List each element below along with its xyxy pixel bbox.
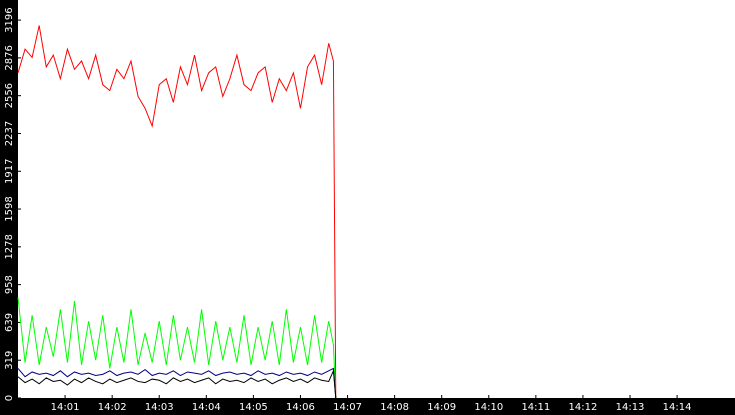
y-tick-label: 2556 bbox=[4, 83, 15, 108]
y-axis-strip bbox=[0, 0, 18, 415]
x-tick-label: 14:02 bbox=[98, 402, 127, 413]
series-line bbox=[17, 370, 337, 399]
x-tick-label: 14:06 bbox=[286, 402, 315, 413]
y-tick-label: 2237 bbox=[4, 121, 15, 146]
y-tick-label: 1278 bbox=[4, 234, 15, 259]
x-tick-label: 14:12 bbox=[569, 402, 598, 413]
x-tick-label: 14:14 bbox=[663, 402, 692, 413]
x-tick-label: 14:08 bbox=[380, 402, 409, 413]
x-tick-label: 14:01 bbox=[51, 402, 80, 413]
x-tick-label: 14:09 bbox=[427, 402, 456, 413]
x-tick-label: 14:13 bbox=[616, 402, 645, 413]
y-tick-label: 1917 bbox=[4, 159, 15, 184]
x-tick-label: 14:07 bbox=[333, 402, 362, 413]
series-line bbox=[17, 367, 337, 399]
x-tick-label: 14:04 bbox=[192, 402, 221, 413]
x-tick-label: 14:10 bbox=[474, 402, 503, 413]
y-tick-label: 319 bbox=[4, 351, 15, 370]
x-tick-label: 14:05 bbox=[239, 402, 268, 413]
y-tick-label: 639 bbox=[4, 313, 15, 332]
y-tick-label: 958 bbox=[4, 275, 15, 294]
y-tick-label: 3196 bbox=[4, 7, 15, 32]
y-tick-label: 1598 bbox=[4, 196, 15, 221]
x-tick-label: 14:03 bbox=[145, 402, 174, 413]
series-line bbox=[17, 25, 337, 399]
x-axis-strip bbox=[0, 398, 735, 415]
series-line bbox=[17, 297, 337, 399]
y-tick-label: 0 bbox=[4, 395, 15, 401]
x-tick-label: 14:11 bbox=[521, 402, 550, 413]
y-tick-label: 2876 bbox=[4, 45, 15, 70]
